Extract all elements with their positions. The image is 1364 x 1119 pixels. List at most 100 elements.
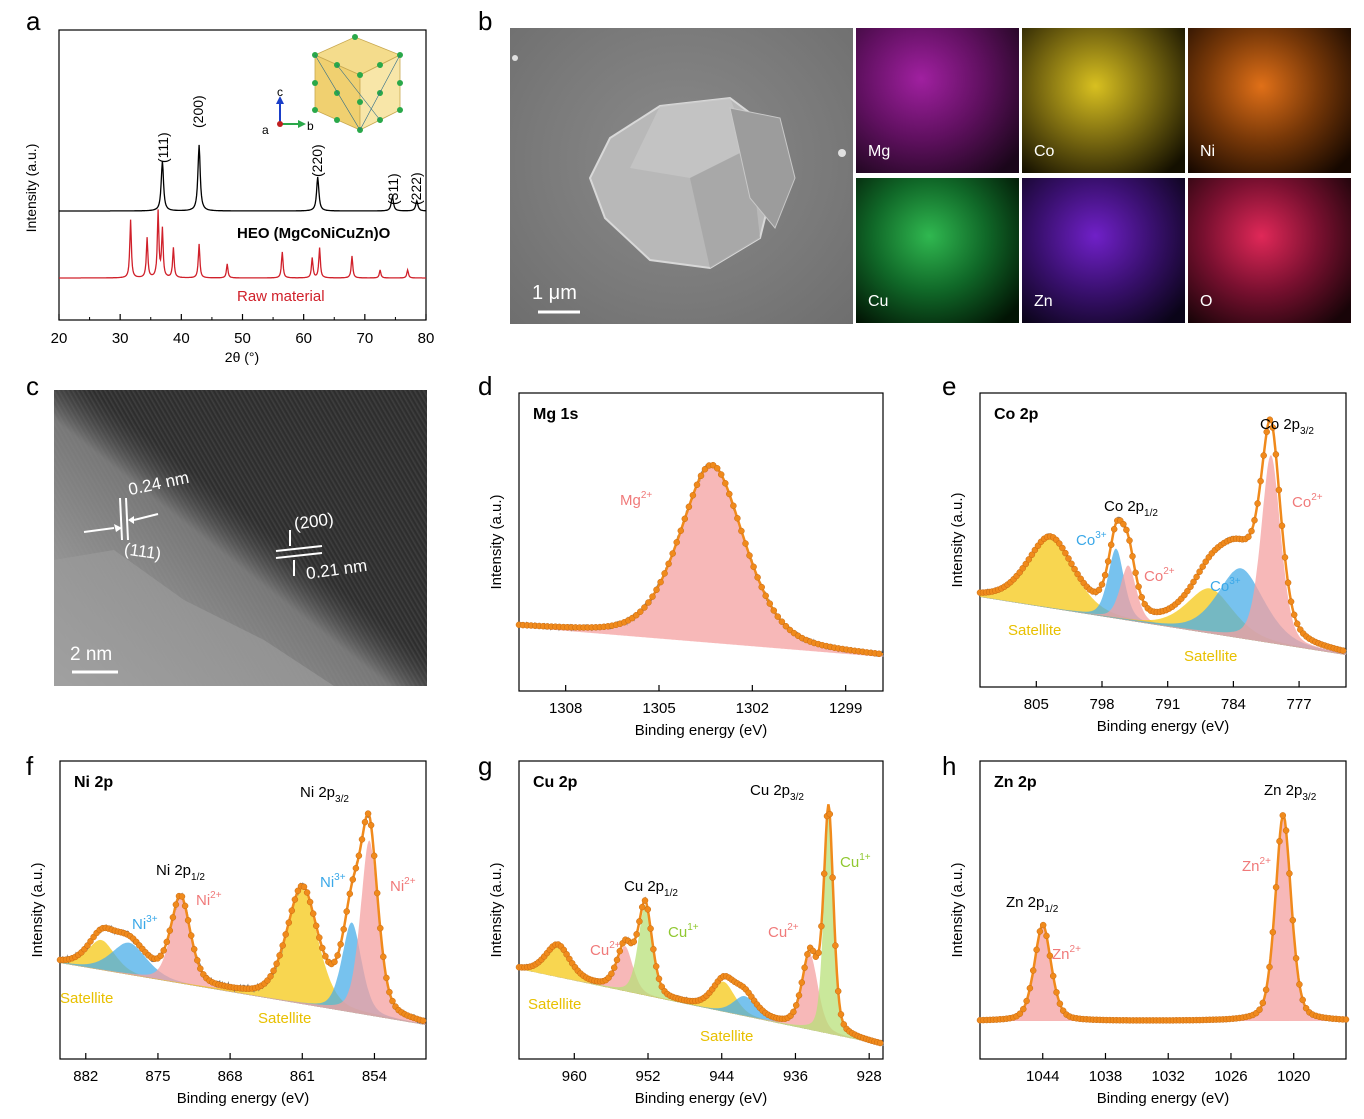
xps-fit-point	[722, 480, 729, 487]
crystal-structure-icon	[312, 34, 403, 133]
xps-component-fill	[980, 455, 1346, 655]
xps-fit-point	[1272, 884, 1280, 891]
xps-fit-point	[1025, 556, 1033, 563]
xps-fit-point	[762, 592, 769, 600]
xps-xtick-label: 928	[857, 1068, 882, 1085]
xps-fit-point	[1272, 451, 1280, 458]
xps-xtick-label: 1299	[829, 700, 862, 717]
hrtem-image: 0.24 nm (111) (200) 0.21 nm 2 nm	[54, 390, 427, 686]
xps-fit-point	[1033, 946, 1040, 954]
panel-g: g 960 952 944 936 928 Intensity (a.u.) Binding…	[470, 745, 890, 1119]
xps-co-chart: 805 798 791 784 777 Intensity (a.u.) Binding e…	[949, 392, 1347, 735]
xrd-peak-311: (311)	[385, 173, 401, 205]
xps-fit-point	[657, 578, 664, 586]
xps-fit-point	[1296, 981, 1303, 988]
xps-fit-point	[681, 515, 689, 523]
xps-fit-point	[1342, 1016, 1350, 1023]
xrd-peak-200: (200)	[190, 95, 206, 128]
xps-fit-point	[166, 927, 174, 934]
xps-fit-point	[1020, 1005, 1027, 1013]
xps-fit-point	[1101, 571, 1109, 579]
eds-map-ni: Ni	[1188, 28, 1351, 173]
xps-fit-point	[1036, 928, 1044, 935]
xps-xtick-label: 952	[635, 1068, 660, 1085]
xps-fit-point	[361, 818, 369, 826]
panel-label-a: a	[26, 6, 41, 36]
xps-fit-point	[352, 864, 360, 872]
xps-fit-point	[1065, 555, 1072, 562]
xps-xtick-label: 777	[1287, 696, 1312, 713]
xps-fit-point	[754, 574, 761, 581]
xps-zn-2p12-label: Zn 2p1/2	[1006, 894, 1059, 915]
xps-fit-point	[1039, 921, 1047, 929]
xps-fit-point	[697, 472, 705, 480]
xps-fit-point	[355, 852, 363, 859]
xps-fit-point	[419, 1017, 427, 1024]
xps-fit-point	[157, 952, 164, 960]
xps-fit-point	[285, 919, 293, 926]
xps-fit-point	[726, 490, 733, 498]
xps-zn-2p32-label: Zn 2p3/2	[1264, 782, 1317, 803]
xps-ni2a-label: Ni2+	[196, 890, 222, 909]
xps-fit-point	[669, 550, 676, 557]
xps-ylabel: Intensity (a.u.)	[949, 862, 966, 957]
xps-fit-point	[717, 471, 725, 478]
xps-co3a-label: Co3+	[1076, 530, 1107, 549]
xps-fit-point	[334, 952, 341, 959]
xps-fit-point	[653, 586, 660, 594]
eds-label-ni: Ni	[1200, 143, 1216, 160]
xps-ni-2p12-label: Ni 2p1/2	[156, 862, 205, 883]
panel-label-c: c	[26, 371, 39, 401]
xps-fit-point	[792, 1002, 800, 1009]
xrd-xtick-label: 80	[418, 330, 435, 347]
xps-fit-point	[644, 906, 652, 913]
xps-fit-point	[1046, 952, 1054, 960]
xps-fit-point	[677, 527, 685, 534]
xps-fit-point	[1120, 520, 1127, 528]
eds-label-zn: Zn	[1034, 293, 1053, 310]
xps-fit-point	[693, 481, 701, 489]
xps-fit-point	[730, 502, 737, 510]
xps-ylabel: Intensity (a.u.)	[488, 862, 505, 957]
xps-fit-point	[1123, 526, 1130, 534]
xps-fit-point	[1248, 527, 1255, 535]
xps-xtick-label: 1032	[1152, 1068, 1185, 1085]
xrd-xtick-label: 70	[356, 330, 373, 347]
xps-ni3a-label: Ni3+	[132, 914, 158, 933]
xps-fit-point	[1138, 593, 1145, 601]
xps-fit-point	[1196, 568, 1203, 575]
xps-fit-point	[778, 618, 786, 625]
xps-component-fill	[519, 464, 883, 657]
xps-fit-point	[370, 852, 378, 860]
xps-fit-point	[758, 583, 765, 591]
xps-fit-point	[1104, 558, 1112, 565]
panel-label-d: d	[478, 371, 493, 401]
xps-fit-point	[1098, 581, 1106, 588]
eds-map-o: O	[1188, 178, 1351, 323]
xps-zn-chart: 1044 1038 1032 1026 1020 Intensity (a.u.) Bind…	[949, 760, 1350, 1107]
xps-fit-point	[652, 963, 660, 970]
xps-title: Co 2p	[994, 406, 1039, 423]
xps-fit-point	[331, 958, 338, 966]
xps-cu2b-label: Cu2+	[768, 922, 799, 941]
xps-fit-point	[636, 918, 643, 925]
eds-label-o: O	[1200, 293, 1213, 310]
xps-fit-point	[1275, 486, 1283, 494]
eds-map-cu: Cu	[856, 178, 1019, 323]
xps-fit-point	[1049, 972, 1057, 980]
xps-fit-point	[1286, 870, 1293, 877]
axis-a-label: a	[262, 123, 269, 137]
xps-fit-point	[1059, 544, 1066, 552]
xrd-chart: 20 30 40 50 60 70 80 Intensity (a.u.) 2θ (°) H…	[23, 29, 435, 365]
xps-fit-point	[876, 1039, 884, 1047]
xps-xlabel: Binding energy (eV)	[1097, 1090, 1230, 1107]
xps-fit-point	[294, 887, 302, 895]
xps-fit-point	[1287, 598, 1295, 605]
eds-label-cu: Cu	[868, 293, 889, 310]
xps-fit-point	[1135, 583, 1142, 590]
xps-fit-point	[734, 515, 741, 522]
xps-cu-2p32-label: Cu 2p3/2	[750, 782, 804, 803]
xps-co-2p12-label: Co 2p1/2	[1104, 498, 1158, 519]
xps-fit-point	[1053, 989, 1060, 996]
xps-fit-point	[1245, 533, 1252, 541]
